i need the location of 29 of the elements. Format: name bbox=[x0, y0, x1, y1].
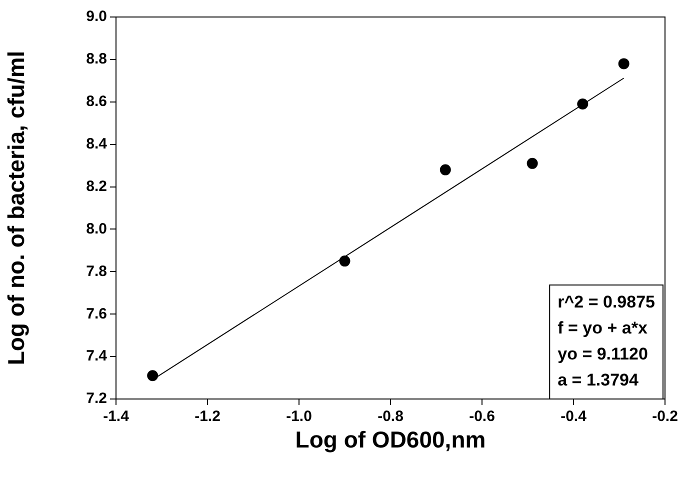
y-tick-label: 7.2 bbox=[86, 390, 107, 408]
annotation: yo = 9.1120 bbox=[558, 344, 648, 364]
annotation: f = yo + a*x bbox=[558, 318, 648, 338]
x-tick-label: -0.2 bbox=[652, 408, 678, 426]
x-tick-label: -0.4 bbox=[560, 408, 588, 426]
point bbox=[147, 370, 158, 382]
y-axis-title: Log of no. of bacteria, cfu/ml bbox=[3, 50, 30, 366]
x-tick-label: -1.0 bbox=[286, 408, 312, 426]
point bbox=[577, 98, 588, 110]
point bbox=[339, 256, 350, 267]
point bbox=[618, 58, 630, 70]
y-tick-label: 9.0 bbox=[86, 8, 107, 26]
y-tick-label: 8.4 bbox=[86, 135, 108, 152]
y-tick-label: 8.2 bbox=[86, 178, 107, 195]
y-tick-label: 7.8 bbox=[86, 262, 107, 280]
annotation: r^2 = 0.9875 bbox=[558, 292, 656, 312]
y-tick-label: 7.4 bbox=[86, 348, 108, 365]
x-tick-label: -0.6 bbox=[469, 408, 495, 426]
x-tick-label: -0.8 bbox=[378, 408, 404, 426]
point bbox=[526, 158, 538, 169]
y-tick-label: 8.0 bbox=[86, 220, 107, 238]
point bbox=[440, 164, 451, 176]
y-tick-label: 8.6 bbox=[86, 93, 107, 110]
y-tick-label: 7.6 bbox=[86, 305, 107, 322]
x-tick-label: -1.2 bbox=[194, 408, 220, 426]
annotation: a = 1.3794 bbox=[558, 370, 639, 390]
x-axis-title: Log of OD600,nm bbox=[295, 426, 486, 453]
y-tick-label: 8.8 bbox=[86, 50, 107, 68]
x-tick-label: -1.4 bbox=[103, 408, 130, 426]
